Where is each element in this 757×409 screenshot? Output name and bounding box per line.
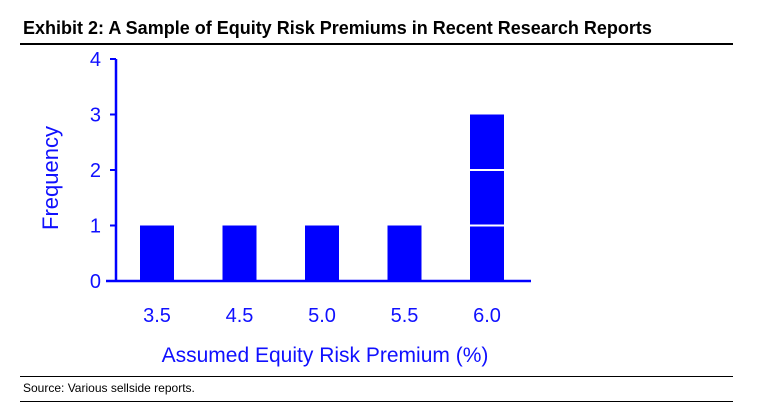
y-tick-label: 3 [90, 105, 101, 127]
source-note: Source: Various sellside reports. [23, 381, 195, 395]
y-tick-label: 0 [90, 271, 101, 293]
bar-5.0 [305, 225, 339, 281]
exhibit-title-bar: Exhibit 2: A Sample of Equity Risk Premi… [20, 13, 733, 45]
source-bar: Source: Various sellside reports. [20, 376, 733, 402]
bar-3.5 [140, 225, 174, 281]
y-tick-label: 4 [90, 49, 101, 71]
x-tick-label: 5.5 [391, 305, 419, 327]
y-axis-title: Frequency [38, 126, 63, 230]
x-tick-label: 3.5 [143, 305, 171, 327]
y-tick-label: 1 [90, 216, 101, 238]
x-tick-label: 6.0 [473, 305, 501, 327]
x-tick-label: 5.0 [308, 305, 336, 327]
equity-risk-premium-bar-chart: 3.5 4.5 5.0 5.5 6.0 0 1 2 3 4 Frequency Assumed E… [38, 49, 531, 367]
axes-layer: 3.5 4.5 5.0 5.5 6.0 0 1 2 3 4 [90, 49, 531, 327]
bar-6.0 [470, 114, 504, 281]
x-axis-title: Assumed Equity Risk Premium (%) [162, 344, 489, 367]
exhibit-title: Exhibit 2: A Sample of Equity Risk Premi… [23, 18, 652, 38]
y-tick-label: 2 [90, 160, 101, 182]
bar-4.5 [222, 225, 257, 281]
bars-layer [140, 114, 504, 281]
bar-5.5 [387, 225, 422, 281]
x-tick-label: 4.5 [226, 305, 254, 327]
